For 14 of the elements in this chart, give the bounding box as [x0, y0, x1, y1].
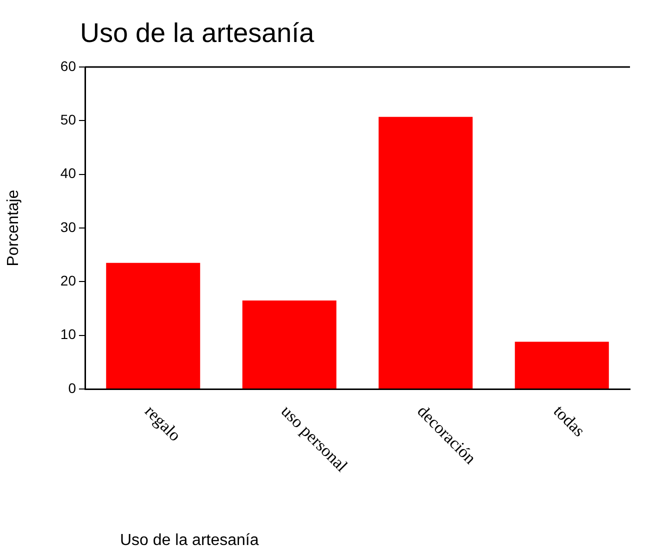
bar [106, 262, 200, 388]
y-tick-label: 30 [60, 218, 76, 235]
bar [378, 116, 473, 388]
bar [242, 300, 336, 388]
y-tick-label: 0 [68, 380, 76, 396]
y-tick-label: 40 [60, 165, 76, 182]
y-tick-label: 50 [60, 112, 76, 128]
y-tick-label: 60 [60, 58, 76, 74]
y-tick-label: 20 [60, 272, 76, 289]
x-axis-title: Uso de la artesanía [120, 532, 259, 550]
bar [514, 342, 609, 388]
y-axis-title: Porcentaje [5, 190, 22, 266]
y-tick-label: 10 [60, 326, 76, 342]
chart-title: Uso de la artesanía [80, 18, 314, 49]
